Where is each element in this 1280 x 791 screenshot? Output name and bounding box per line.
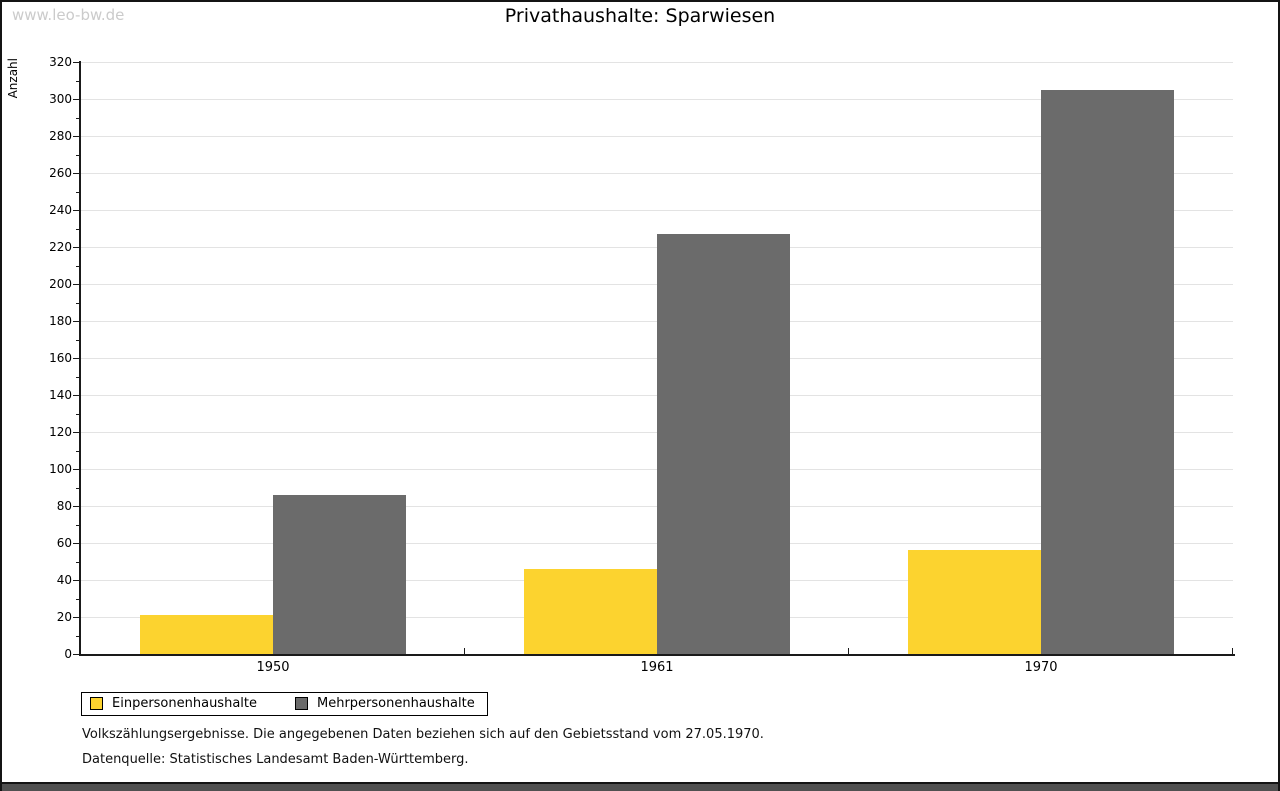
- y-major-tick: [73, 99, 80, 100]
- y-major-tick: [73, 395, 80, 396]
- y-major-tick: [73, 321, 80, 322]
- y-tick-label: 280: [49, 129, 72, 143]
- y-tick-label: 120: [49, 425, 72, 439]
- y-tick-label: 80: [56, 499, 72, 513]
- x-tick: [848, 648, 849, 654]
- y-minor-tick: [76, 413, 80, 415]
- y-major-tick: [73, 358, 80, 359]
- bar-einpersonenhaushalte-1970: [908, 550, 1041, 654]
- y-tick-label: 260: [49, 166, 72, 180]
- y-minor-tick: [76, 487, 80, 489]
- y-major-tick: [73, 469, 80, 470]
- y-major-tick: [73, 654, 80, 655]
- y-tick-label: 200: [49, 277, 72, 291]
- y-minor-tick: [76, 228, 80, 230]
- y-minor-tick: [76, 561, 80, 563]
- y-tick-label: 180: [49, 314, 72, 328]
- y-tick-label: 0: [64, 647, 72, 661]
- legend: Einpersonenhaushalte Mehrpersonenhaushal…: [81, 692, 488, 716]
- bar-mehrpersonenhaushalte-1950: [273, 494, 406, 654]
- x-category-label: 1950: [256, 660, 290, 675]
- y-minor-tick: [76, 302, 80, 304]
- gridline: [81, 61, 1233, 63]
- y-tick-label: 40: [56, 573, 72, 587]
- y-tick-label: 20: [56, 610, 72, 624]
- y-minor-tick: [76, 117, 80, 119]
- y-minor-tick: [76, 524, 80, 526]
- y-major-tick: [73, 173, 80, 174]
- y-minor-tick: [76, 154, 80, 156]
- x-axis-line: [79, 654, 1235, 656]
- bar-einpersonenhaushalte-1950: [140, 615, 273, 654]
- footnote-data-source: Datenquelle: Statistisches Landesamt Bad…: [82, 752, 469, 767]
- y-tick-label: 160: [49, 351, 72, 365]
- y-tick-label: 320: [49, 55, 72, 69]
- window-bottom-edge: [2, 782, 1278, 791]
- chart-title: Privathaushalte: Sparwiesen: [504, 5, 776, 27]
- y-major-tick: [73, 136, 80, 137]
- x-category-label: 1970: [1024, 660, 1058, 675]
- gridline: [81, 135, 1233, 137]
- y-minor-tick: [76, 635, 80, 637]
- y-minor-tick: [76, 450, 80, 452]
- y-tick-label: 300: [49, 92, 72, 106]
- bar-mehrpersonenhaushalte-1961: [657, 234, 790, 654]
- y-tick-label: 100: [49, 462, 72, 476]
- y-major-tick: [73, 247, 80, 248]
- legend-label: Mehrpersonenhaushalte: [317, 696, 475, 711]
- y-minor-tick: [76, 598, 80, 600]
- y-major-tick: [73, 432, 80, 433]
- gridline: [81, 172, 1233, 174]
- y-major-tick: [73, 62, 80, 63]
- footnote-source-note: Volkszählungsergebnisse. Die angegebenen…: [82, 727, 764, 742]
- y-tick-label: 140: [49, 388, 72, 402]
- x-tick: [464, 648, 465, 654]
- y-minor-tick: [76, 191, 80, 193]
- y-tick-label: 220: [49, 240, 72, 254]
- y-minor-tick: [76, 80, 80, 82]
- y-tick-label: 240: [49, 203, 72, 217]
- y-major-tick: [73, 617, 80, 618]
- x-tick: [1232, 648, 1233, 654]
- bar-mehrpersonenhaushalte-1970: [1041, 89, 1174, 654]
- bar-einpersonenhaushalte-1961: [524, 568, 657, 654]
- y-major-tick: [73, 506, 80, 507]
- y-major-tick: [73, 543, 80, 544]
- legend-swatch-gray: [295, 697, 308, 710]
- legend-item-mehrpersonenhaushalte: Mehrpersonenhaushalte: [295, 696, 475, 711]
- watermark: www.leo-bw.de: [12, 6, 125, 24]
- y-major-tick: [73, 284, 80, 285]
- y-tick-label: 60: [56, 536, 72, 550]
- y-minor-tick: [76, 265, 80, 267]
- y-axis-line: [79, 61, 81, 656]
- y-major-tick: [73, 210, 80, 211]
- gridline: [81, 209, 1233, 211]
- legend-swatch-yellow: [90, 697, 103, 710]
- legend-item-einpersonenhaushalte: Einpersonenhaushalte: [90, 696, 257, 711]
- y-major-tick: [73, 580, 80, 581]
- y-axis-label: Anzahl: [6, 58, 20, 99]
- y-minor-tick: [76, 339, 80, 341]
- legend-label: Einpersonenhaushalte: [112, 696, 257, 711]
- x-category-label: 1961: [640, 660, 674, 675]
- gridline: [81, 98, 1233, 100]
- y-minor-tick: [76, 376, 80, 378]
